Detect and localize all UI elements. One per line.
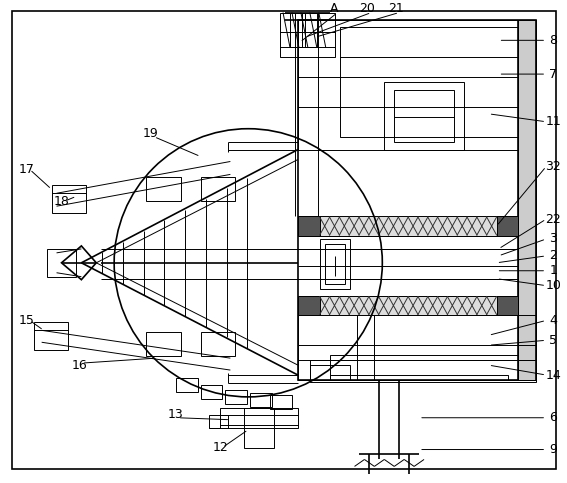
Text: 10: 10 [545, 279, 561, 292]
Text: 21: 21 [388, 2, 404, 15]
Text: 7: 7 [549, 68, 557, 81]
Text: 15: 15 [19, 314, 35, 327]
Bar [298, 315, 536, 380]
Bar [33, 322, 69, 350]
Bar [497, 296, 518, 315]
Bar [209, 415, 229, 427]
Bar [310, 360, 536, 382]
Text: 22: 22 [545, 213, 561, 226]
Bar [340, 28, 534, 137]
Bar [298, 216, 517, 236]
Bar [320, 239, 349, 289]
Bar [298, 20, 536, 380]
Bar [325, 244, 345, 284]
Text: 1: 1 [549, 264, 557, 277]
Bar [244, 408, 274, 448]
Text: 13: 13 [168, 408, 184, 421]
Bar [250, 393, 272, 407]
Text: 18: 18 [53, 195, 69, 208]
Text: 9: 9 [549, 443, 557, 456]
Bar [46, 249, 77, 277]
Text: 3: 3 [549, 232, 557, 245]
Text: A: A [331, 2, 339, 15]
Text: 20: 20 [359, 2, 375, 15]
Bar [146, 332, 181, 356]
Bar [201, 385, 222, 399]
Bar [298, 296, 517, 315]
Text: 16: 16 [71, 358, 87, 371]
Text: 5: 5 [549, 334, 557, 347]
Text: 6: 6 [549, 411, 557, 424]
Bar [270, 395, 292, 409]
Bar [201, 332, 235, 356]
Bar [290, 13, 302, 47]
Bar [497, 216, 518, 236]
Text: 32: 32 [545, 160, 561, 173]
Bar [329, 355, 518, 380]
Bar [310, 365, 349, 380]
Bar [201, 177, 235, 201]
Bar [329, 375, 509, 380]
Bar [394, 90, 454, 142]
Bar [298, 296, 320, 315]
Bar [518, 20, 536, 380]
Text: 19: 19 [143, 127, 159, 140]
Bar [384, 82, 464, 150]
Bar [298, 20, 536, 150]
Text: 17: 17 [19, 163, 35, 176]
Bar [280, 13, 335, 57]
Text: 11: 11 [545, 115, 561, 128]
Text: 2: 2 [549, 249, 557, 262]
Bar [176, 378, 197, 392]
Bar [298, 216, 320, 236]
Text: 14: 14 [545, 369, 561, 382]
Bar [146, 177, 181, 201]
Bar [226, 390, 247, 404]
Text: 4: 4 [549, 314, 557, 327]
Text: 12: 12 [213, 441, 229, 454]
Text: 8: 8 [549, 34, 557, 47]
Bar [221, 408, 298, 427]
Bar [305, 13, 317, 47]
Bar [52, 185, 86, 213]
